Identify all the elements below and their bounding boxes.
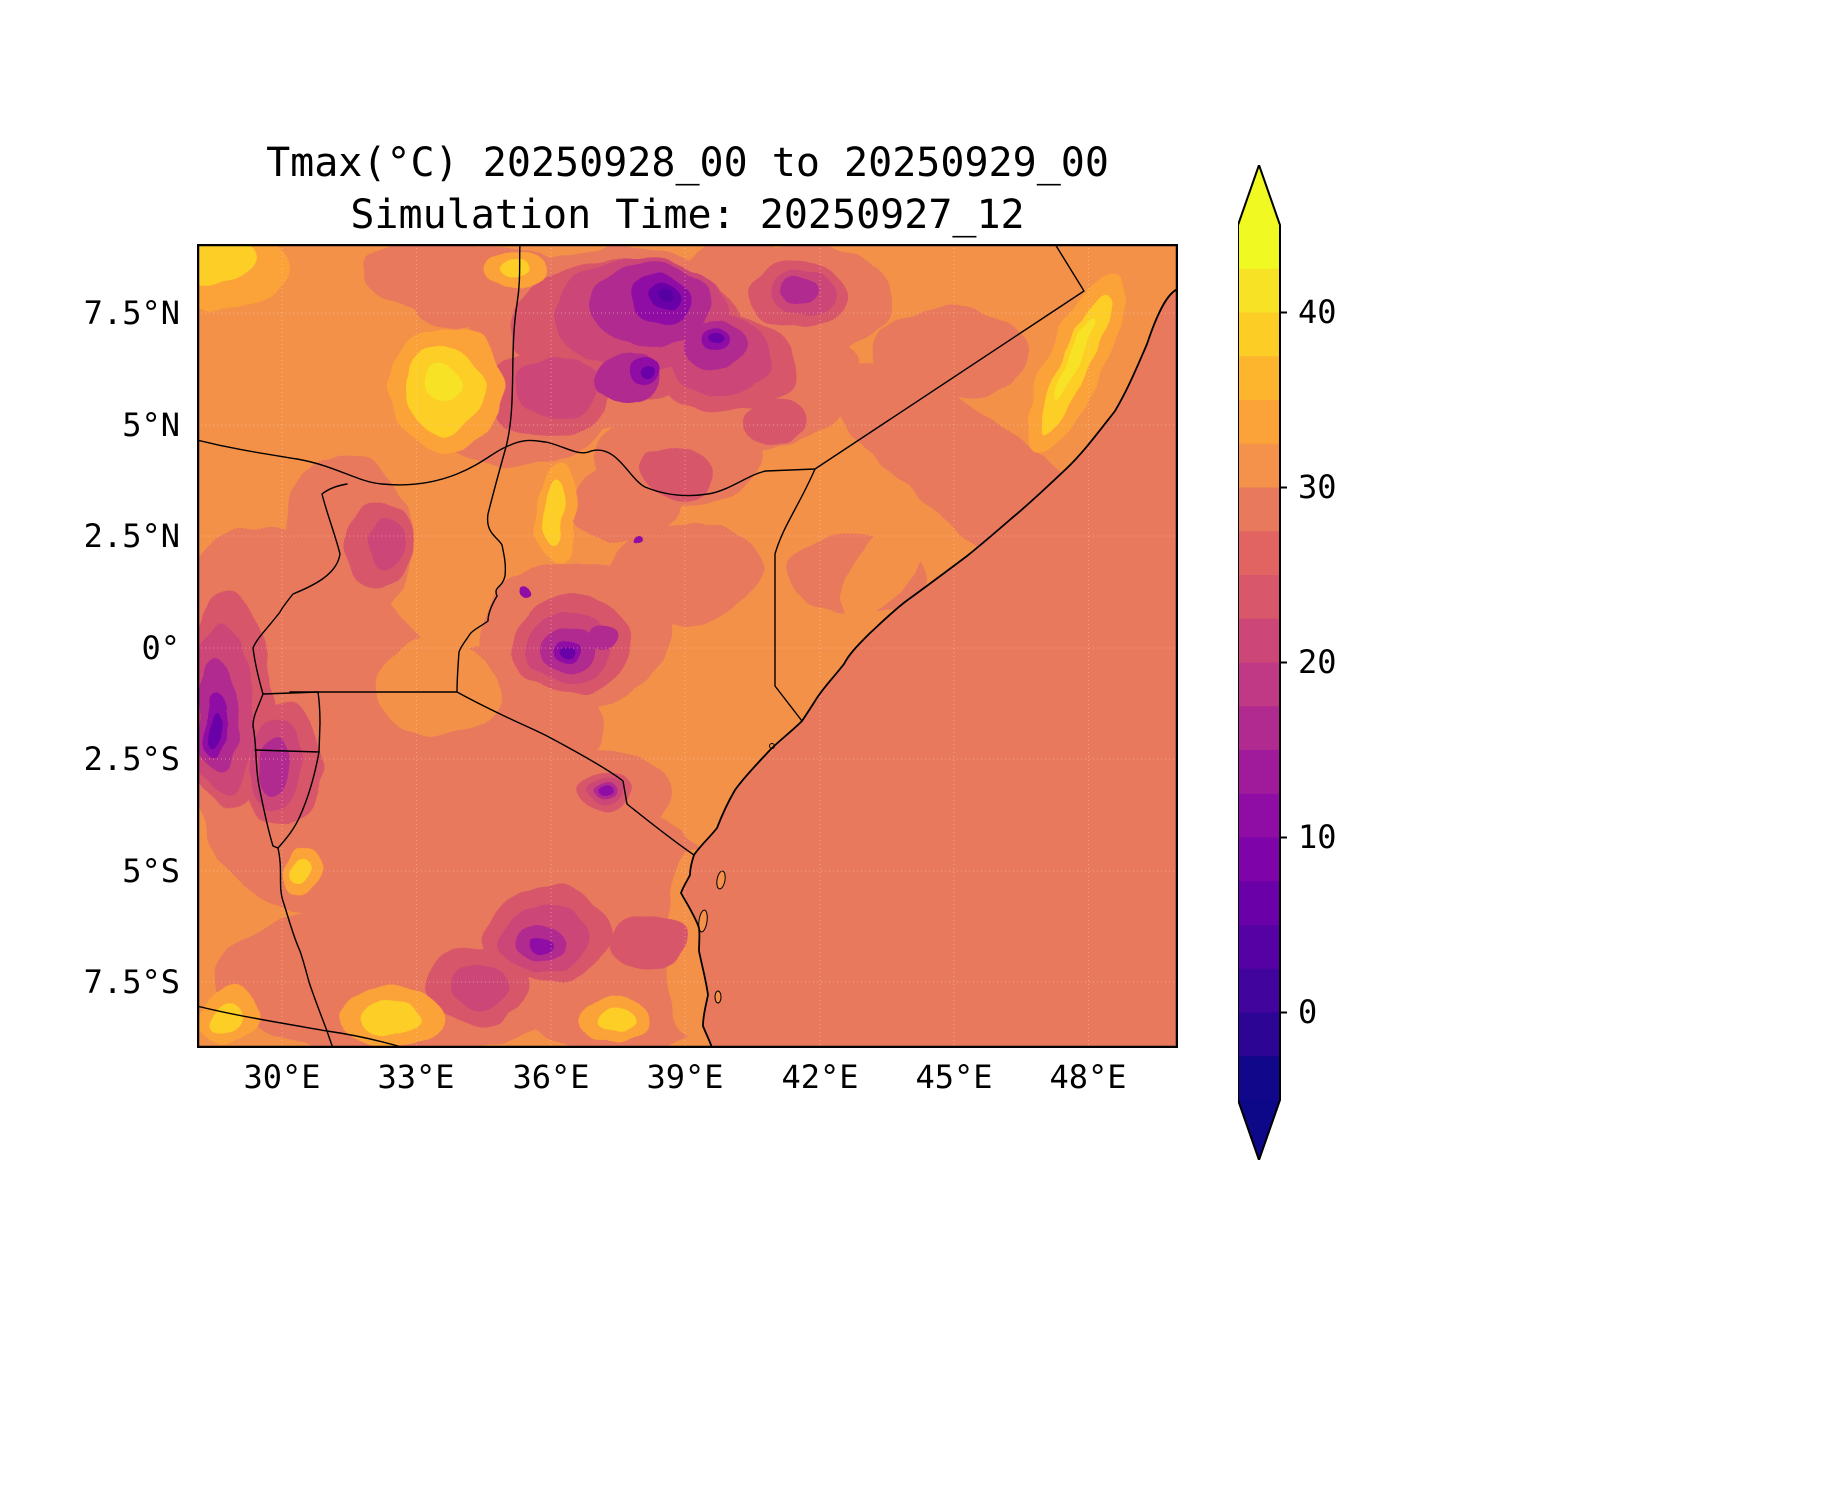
colorbar-svg xyxy=(1237,161,1287,1164)
colorbar-tick-marks xyxy=(1280,311,1287,1014)
country-borders xyxy=(197,244,1085,1048)
colorbar-bands xyxy=(1238,225,1280,1101)
y-tick-label: 5°S xyxy=(122,852,180,890)
x-tick-label: 42°E xyxy=(781,1058,859,1096)
chart-subtitle: Simulation Time: 20250927_12 xyxy=(350,192,1025,238)
x-tick-label: 45°E xyxy=(915,1058,993,1096)
colorbar xyxy=(1237,161,1288,1164)
colorbar-arrow-bottom xyxy=(1238,1100,1280,1160)
coastline xyxy=(680,288,1178,1048)
x-tick-label: 33°E xyxy=(377,1058,455,1096)
y-tick-label: 2.5°N xyxy=(83,517,180,555)
x-tick-label: 36°E xyxy=(512,1058,590,1096)
y-tick-label: 7.5°S xyxy=(83,963,180,1001)
colorbar-tick-label: 20 xyxy=(1298,643,1337,681)
x-tick-label: 48°E xyxy=(1049,1058,1127,1096)
y-tick-label: 2.5°S xyxy=(83,740,180,778)
colorbar-tick-label: 0 xyxy=(1298,993,1318,1031)
temperature-map xyxy=(196,243,1179,1049)
colorbar-tick-label: 10 xyxy=(1298,818,1337,856)
x-tick-label: 30°E xyxy=(243,1058,321,1096)
y-tick-label: 5°N xyxy=(122,406,180,444)
indian-ocean xyxy=(681,289,1178,1048)
chart-title: Tmax(°C) 20250928_00 to 20250929_00 xyxy=(266,140,1109,186)
colorbar-tick-label: 30 xyxy=(1298,468,1337,506)
x-tick-label: 39°E xyxy=(646,1058,724,1096)
colorbar-arrow-top xyxy=(1238,165,1280,225)
map-plot-area xyxy=(196,243,1179,1049)
y-tick-label: 0° xyxy=(141,629,180,667)
plot-frame xyxy=(196,243,1179,1049)
colorbar-tick-label: 40 xyxy=(1298,293,1337,331)
y-tick-label: 7.5°N xyxy=(83,294,180,332)
colorbar-outline xyxy=(1237,161,1281,1164)
